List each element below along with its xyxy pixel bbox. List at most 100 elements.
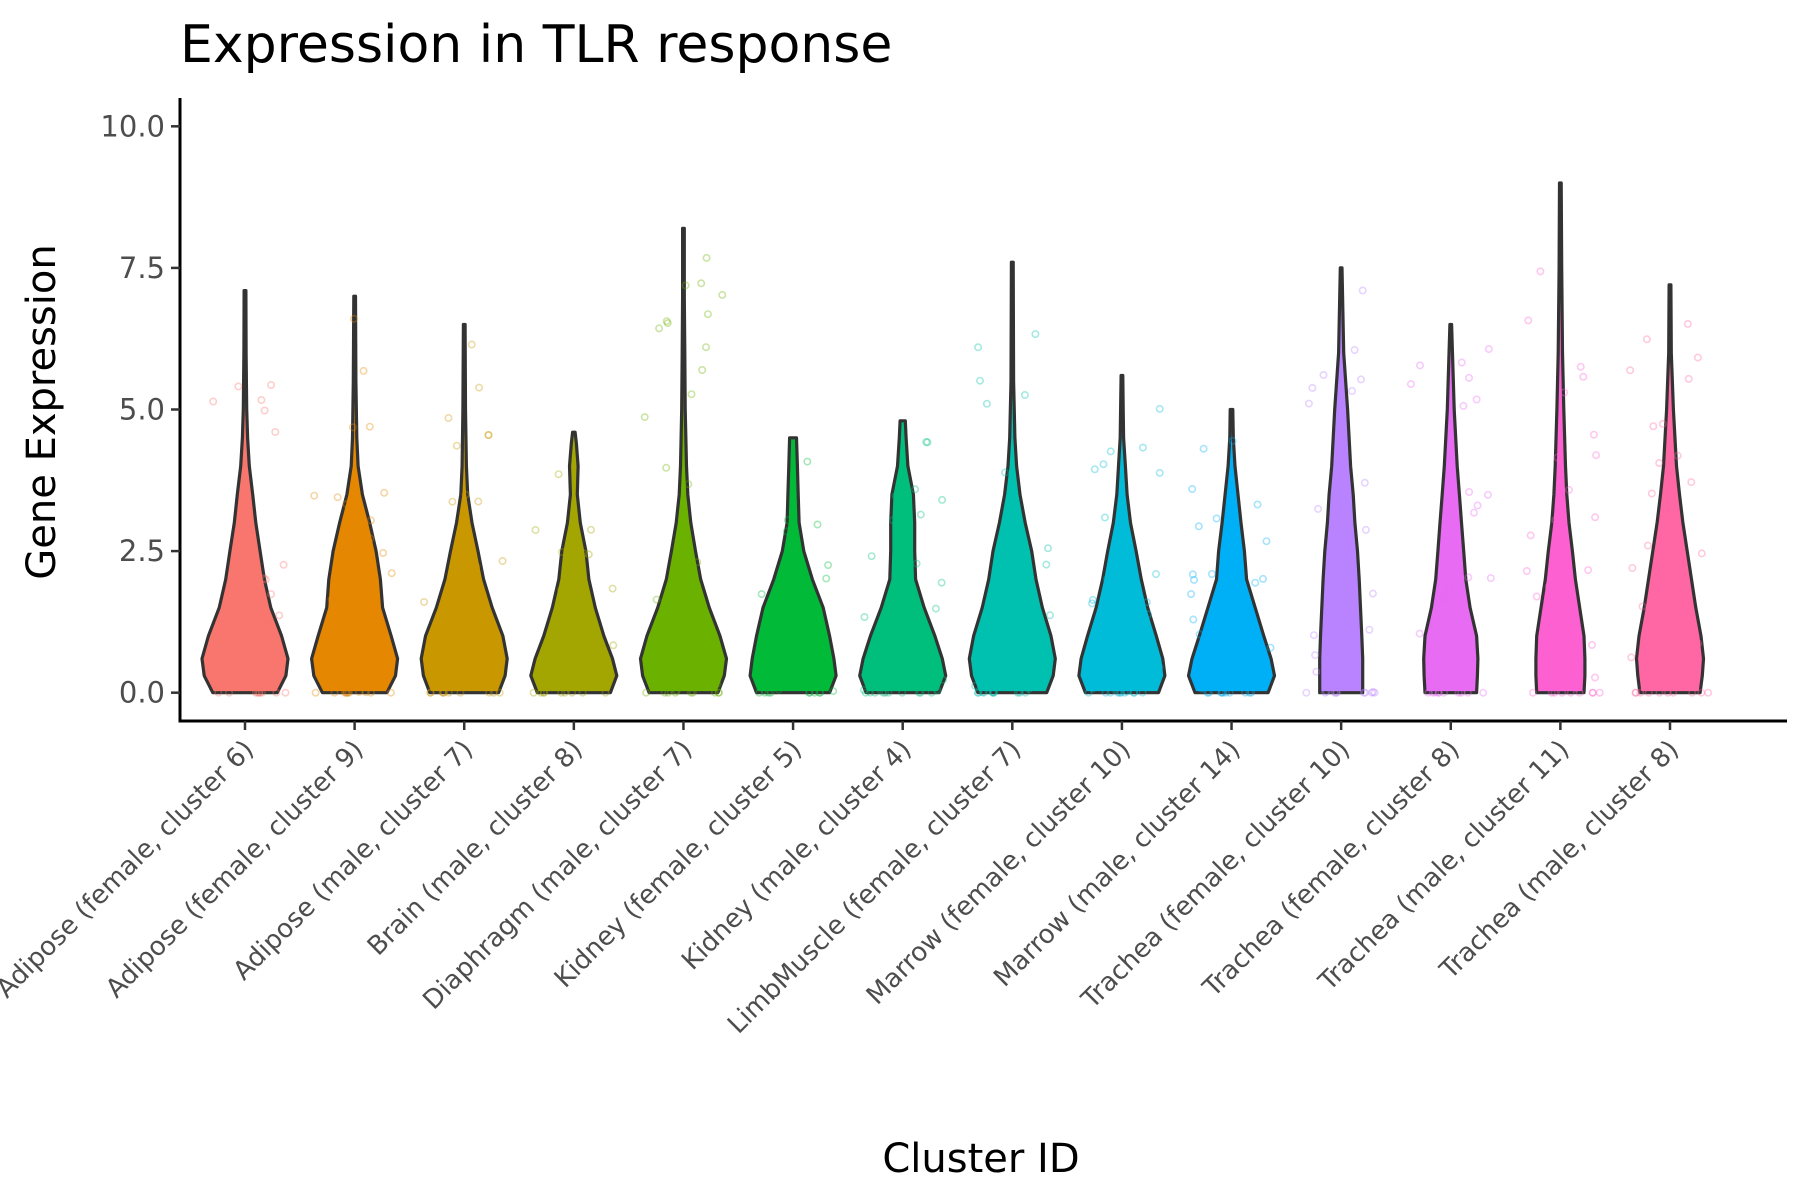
jitter-point — [1658, 419, 1667, 428]
jitter-point — [1683, 319, 1692, 328]
jitter-point — [1694, 639, 1703, 648]
jitter-point — [1212, 514, 1221, 523]
jitter-point — [799, 570, 808, 579]
jitter-point — [982, 679, 991, 688]
jitter-point — [1188, 570, 1197, 579]
jitter-point — [539, 688, 548, 697]
jitter-points — [209, 380, 290, 697]
jitter-point — [671, 688, 680, 697]
jitter-point — [1129, 688, 1138, 697]
jitter-point — [260, 406, 269, 415]
jitter-point — [757, 649, 766, 658]
jitter-point — [978, 688, 987, 697]
jitter-point — [452, 441, 461, 450]
jitter-point — [580, 549, 589, 558]
jitter-point — [348, 423, 357, 432]
jitter-point — [1088, 595, 1097, 604]
jitter-point — [884, 688, 893, 697]
jitter-point — [1536, 267, 1545, 276]
jitter-point — [586, 525, 595, 534]
jitter-point — [988, 688, 997, 697]
jitter-point — [1152, 570, 1161, 579]
jitter-points — [1302, 286, 1379, 697]
jitter-point — [1595, 688, 1604, 697]
jitter-point — [1454, 688, 1463, 697]
jitter-point — [989, 688, 998, 697]
jitter-point — [974, 343, 983, 352]
jitter-point — [1015, 688, 1024, 697]
jitter-point — [529, 688, 538, 697]
jitter-point — [1217, 688, 1226, 697]
jitter-point — [1214, 636, 1223, 645]
jitter-point — [1332, 688, 1341, 697]
jitter-point — [861, 688, 870, 697]
jitter-point — [1687, 478, 1696, 487]
jitter-point — [1322, 687, 1331, 696]
jitter-points — [1406, 345, 1495, 697]
jitter-point — [1406, 380, 1415, 389]
jitter-point — [1522, 566, 1531, 575]
jitter-point — [554, 470, 563, 479]
jitter-point — [1130, 688, 1139, 697]
jitter-point — [474, 659, 483, 668]
jitter-point — [420, 597, 429, 606]
jitter-point — [760, 688, 769, 697]
jitter-point — [366, 688, 375, 697]
jitter-point — [595, 651, 604, 660]
jitter-point — [1576, 362, 1585, 371]
jitter-point — [664, 634, 673, 643]
jitter-point — [1361, 525, 1370, 534]
jitter-point — [973, 688, 982, 697]
jitter-point — [888, 516, 897, 525]
jitter-point — [1465, 487, 1474, 496]
jitter-point — [259, 574, 268, 583]
jitter-point — [1042, 560, 1051, 569]
jitter-point — [485, 688, 494, 697]
jitter-point — [251, 688, 260, 697]
jitter-point — [1690, 676, 1699, 685]
jitter-point — [776, 663, 785, 672]
jitter-point — [879, 688, 888, 697]
jitter-point — [1308, 383, 1317, 392]
jitter-points — [420, 340, 507, 697]
jitter-point — [990, 677, 999, 686]
jitter-point — [1144, 610, 1153, 619]
violin-3 — [419, 322, 509, 695]
jitter-point — [540, 688, 549, 697]
jitter-point — [1434, 688, 1443, 697]
jitter-point — [1655, 458, 1664, 467]
jitter-point — [891, 491, 900, 500]
jitter-point — [1543, 610, 1552, 619]
jitter-point — [1199, 444, 1208, 453]
jitter-point — [1486, 574, 1495, 583]
jitter-point — [938, 495, 947, 504]
jitter-point — [1110, 594, 1119, 603]
jitter-point — [671, 585, 680, 594]
jitter-point — [1642, 335, 1651, 344]
jitter-point — [1564, 485, 1573, 494]
jitter-point — [1668, 677, 1677, 686]
jitter-point — [1647, 489, 1656, 498]
jitter-point — [1440, 688, 1449, 697]
jitter-point — [380, 488, 389, 497]
jitter-point — [1592, 451, 1601, 460]
jitter-point — [688, 688, 697, 697]
jitter-point — [440, 688, 449, 697]
jitter-point — [275, 611, 284, 620]
jitter-point — [824, 561, 833, 570]
jitter-point — [640, 413, 649, 422]
jitter-point — [458, 632, 467, 641]
jitter-point — [1632, 688, 1641, 697]
jitter-point — [361, 688, 370, 697]
jitter-point — [498, 556, 507, 565]
jitter-point — [922, 678, 931, 687]
jitter-point — [1247, 611, 1256, 620]
jitter-point — [1636, 688, 1645, 697]
jitter-point — [1114, 688, 1123, 697]
violin-2 — [310, 294, 400, 695]
jitter-point — [1187, 590, 1196, 599]
jitter-point — [1247, 688, 1256, 697]
jitter-point — [652, 595, 661, 604]
jitter-point — [1526, 531, 1535, 540]
jitter-point — [1664, 499, 1673, 508]
